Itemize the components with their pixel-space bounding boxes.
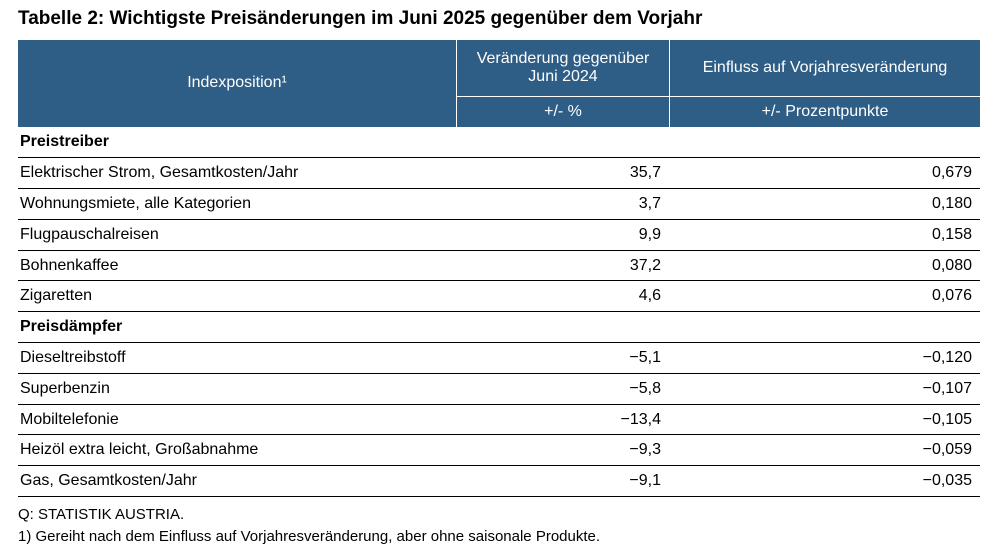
item-name: Bohnenkaffee xyxy=(18,250,457,282)
price-table: Indexposition¹ Veränderung gegenüber Jun… xyxy=(18,40,980,498)
value-cell: −0,059 xyxy=(669,434,980,467)
item-name: Gas, Gesamtkosten/Jahr xyxy=(18,465,457,498)
value-cell: 0,158 xyxy=(669,219,980,251)
item-name: Flugpauschalreisen xyxy=(18,219,457,251)
data-row: Gas, Gesamtkosten/Jahr −9,1 −0,035 xyxy=(18,465,980,498)
item-name: Wohnungsmiete, alle Kategorien xyxy=(18,188,457,220)
table-title: Tabelle 2: Wichtigste Preisänderungen im… xyxy=(18,8,703,29)
header-cell: Einfluss auf Vorjahresveränderung xyxy=(669,40,980,97)
value-cell: −5,8 xyxy=(456,373,670,405)
data-row: Bohnenkaffee 37,2 0,080 xyxy=(18,250,980,282)
footnote: 1) Gereiht nach dem Einfluss auf Vorjahr… xyxy=(18,528,601,545)
data-row: Heizöl extra leicht, Großabnahme −9,3 −0,0… xyxy=(18,434,980,467)
value-cell: −5,1 xyxy=(456,342,670,374)
value-cell: 0,679 xyxy=(669,157,980,190)
section-row: Preistreiber xyxy=(18,127,980,159)
data-row: Superbenzin −5,8 −0,107 xyxy=(18,373,980,405)
section-title: Preistreiber xyxy=(18,127,980,159)
item-name: Elektrischer Strom, Gesamtkosten/Jahr xyxy=(18,157,457,190)
value-cell: 3,7 xyxy=(456,188,670,220)
value-cell: −0,107 xyxy=(669,373,980,405)
item-name: Zigaretten xyxy=(18,280,457,313)
data-row: Flugpauschalreisen 9,9 0,158 xyxy=(18,219,980,251)
item-name: Heizöl extra leicht, Großabnahme xyxy=(18,434,457,467)
header-cell: Indexposition¹ xyxy=(18,40,457,128)
data-row: Elektrischer Strom, Gesamtkosten/Jahr 35,… xyxy=(18,157,980,190)
value-cell: −9,1 xyxy=(456,465,670,498)
item-name: Dieseltreibstoff xyxy=(18,342,457,374)
value-cell: −9,3 xyxy=(456,434,670,467)
section-title: Preisdämpfer xyxy=(18,311,980,344)
item-name: Superbenzin xyxy=(18,373,457,405)
value-cell: 0,076 xyxy=(669,280,980,313)
data-row: Dieseltreibstoff −5,1 −0,120 xyxy=(18,342,980,374)
header-unit: +/- Prozentpunkte xyxy=(669,96,980,128)
value-cell: 37,2 xyxy=(456,250,670,282)
value-cell: 9,9 xyxy=(456,219,670,251)
value-cell: 35,7 xyxy=(456,157,670,190)
section-row: Preisdämpfer xyxy=(18,311,980,344)
data-row: Zigaretten 4,6 0,076 xyxy=(18,280,980,313)
value-cell: −0,035 xyxy=(669,465,980,498)
header-cell: Veränderung gegenüber Juni 2024 xyxy=(456,40,670,97)
data-row: Mobiltelefonie −13,4 −0,105 xyxy=(18,404,980,436)
value-cell: 0,080 xyxy=(669,250,980,282)
footnote: Q: STATISTIK AUSTRIA. xyxy=(18,506,185,523)
value-cell: −13,4 xyxy=(456,404,670,436)
value-cell: −0,105 xyxy=(669,404,980,436)
value-cell: −0,120 xyxy=(669,342,980,374)
value-cell: 0,180 xyxy=(669,188,980,220)
table-body: Preistreiber Elektrischer Strom, Gesamtko… xyxy=(18,127,980,498)
item-name: Mobiltelefonie xyxy=(18,404,457,436)
data-row: Wohnungsmiete, alle Kategorien 3,7 0,180 xyxy=(18,188,980,220)
header-unit: +/- % xyxy=(456,96,670,128)
value-cell: 4,6 xyxy=(456,280,670,313)
